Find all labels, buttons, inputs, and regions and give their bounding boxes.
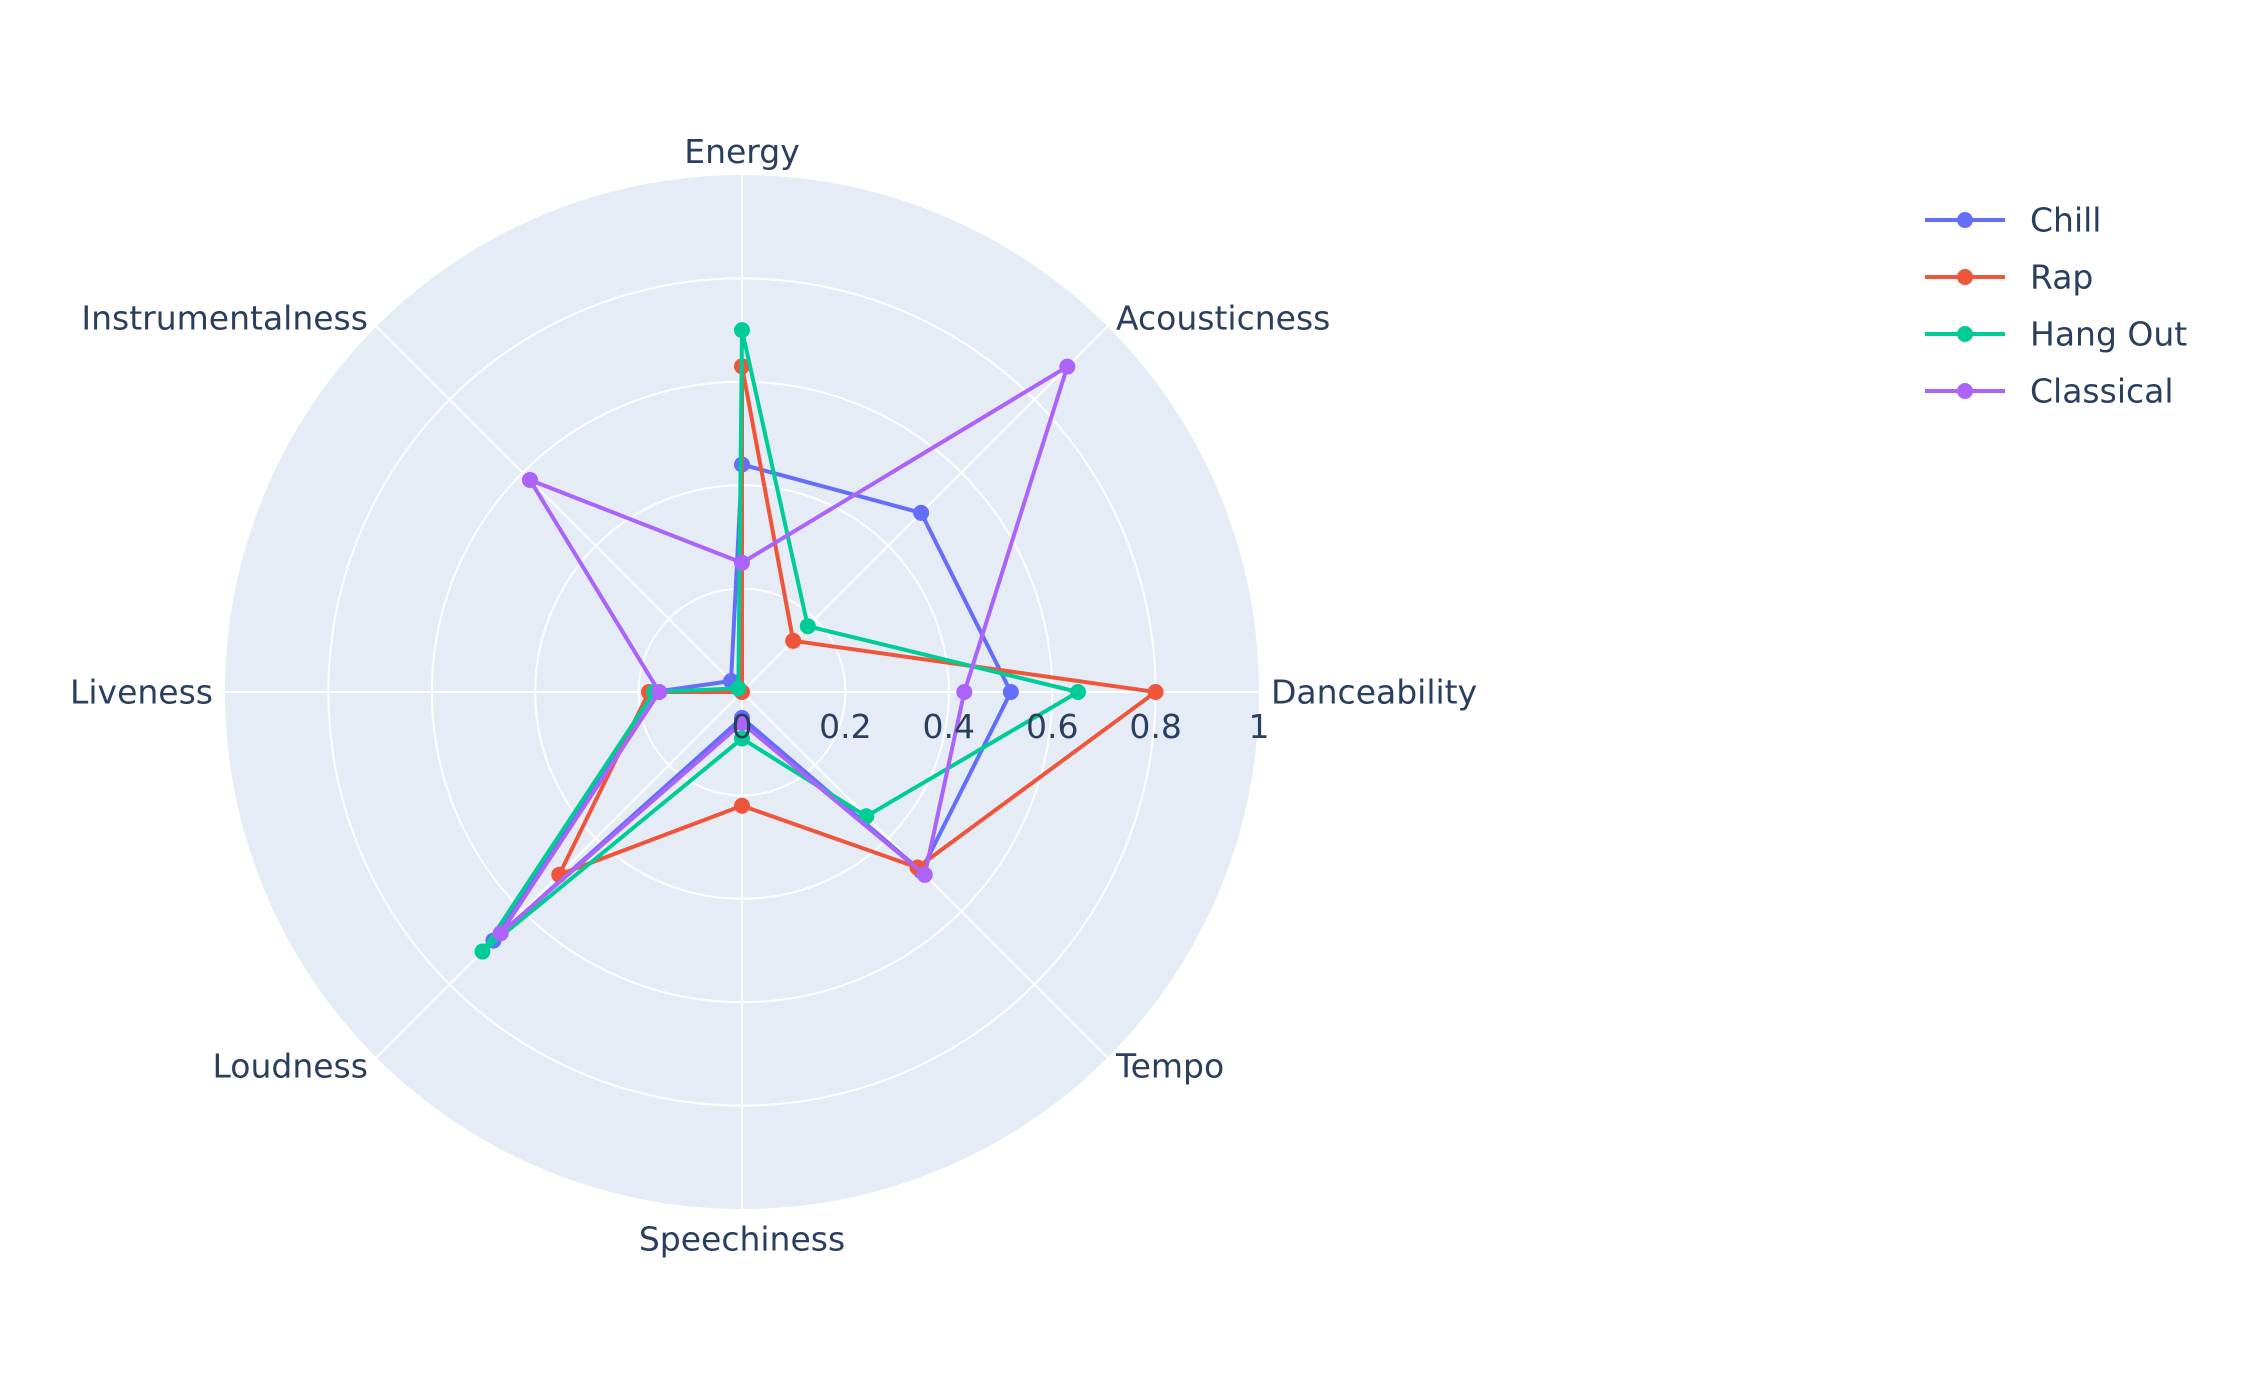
radial-tick-label: 0.2 [819, 707, 871, 746]
axis-label-danceability: Danceability [1271, 673, 1477, 712]
data-point-classical-danceability [956, 684, 973, 700]
axis-label-instrumentalness: Instrumentalness [81, 298, 368, 337]
legend: Chill Rap Hang Out Classical [1925, 201, 2187, 411]
legend-marker [1957, 269, 1973, 285]
legend-item-rap: Rap [1925, 258, 2093, 297]
data-point-hang-out-instrumentalness [730, 680, 747, 697]
legend-item-chill: Chill [1925, 201, 2101, 240]
data-point-hang-out-speechiness [734, 730, 750, 747]
legend-label-chill: Chill [2030, 201, 2101, 240]
data-point-classical-energy [734, 554, 750, 571]
radial-tick-labels: 0 0.2 0.4 0.6 0.8 1 [732, 707, 1270, 746]
data-point-classical-instrumentalness [521, 471, 538, 488]
legend-marker [1957, 326, 1973, 342]
axis-label-loudness: Loudness [212, 1047, 367, 1086]
data-point-rap-speechiness [734, 797, 750, 814]
legend-label-hang-out: Hang Out [2030, 315, 2187, 354]
series-layer [474, 322, 1164, 960]
axis-label-tempo: Tempo [1115, 1047, 1224, 1086]
legend-marker [1957, 383, 1973, 399]
data-point-rap-danceability [1147, 684, 1164, 700]
axis-label-speechiness: Speechiness [639, 1220, 845, 1259]
radial-tick-label: 0 [732, 707, 753, 746]
data-point-chill-acousticness [913, 504, 930, 521]
radial-tick-label: 0.4 [923, 707, 975, 746]
legend-marker [1957, 212, 1973, 228]
data-point-classical-acousticness [1059, 358, 1076, 375]
data-point-classical-liveness [651, 684, 668, 700]
data-point-classical-speechiness [734, 715, 750, 732]
data-point-rap-acousticness [785, 632, 802, 649]
spoke-instrumentalness [375, 325, 743, 693]
data-point-classical-tempo [916, 866, 933, 883]
data-point-chill-danceability [1002, 684, 1019, 700]
series-classical [492, 358, 1076, 942]
radial-tick-label: 0.6 [1026, 707, 1078, 746]
data-point-hang-out-energy [734, 322, 750, 339]
radial-tick-label: 1 [1249, 707, 1270, 746]
data-point-hang-out-acousticness [799, 618, 816, 635]
legend-item-hang-out: Hang Out [1925, 315, 2187, 354]
axis-label-liveness: Liveness [70, 673, 213, 712]
data-point-hang-out-loudness [474, 943, 491, 960]
legend-label-classical: Classical [2030, 372, 2174, 411]
data-point-hang-out-danceability [1070, 684, 1087, 700]
legend-item-classical: Classical [1925, 372, 2174, 411]
data-point-hang-out-tempo [858, 808, 875, 825]
angular-axis-labels: Danceability Acousticness Energy Instrument… [70, 132, 1477, 1259]
legend-label-rap: Rap [2030, 258, 2093, 297]
radial-tick-label: 0.8 [1129, 707, 1181, 746]
data-point-classical-loudness [492, 925, 509, 942]
axis-label-energy: Energy [684, 132, 800, 171]
axis-label-acousticness: Acousticness [1116, 298, 1330, 337]
